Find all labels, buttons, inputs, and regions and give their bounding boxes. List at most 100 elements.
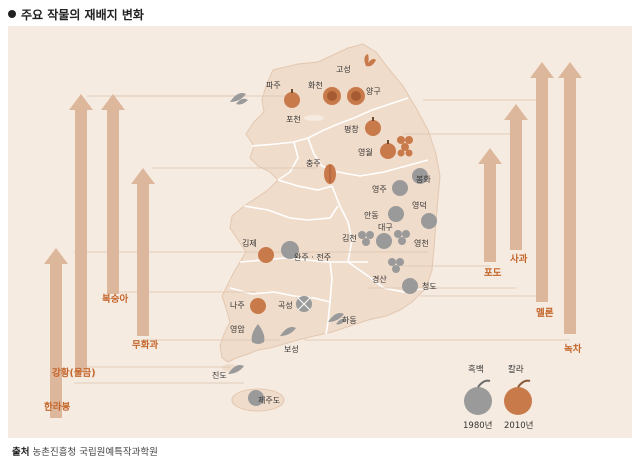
page-title: 주요 작물의 재배지 변화 — [8, 6, 144, 23]
province-borders — [229, 97, 429, 335]
arrow-turmeric — [69, 94, 93, 372]
place-yeongju: 영주 — [372, 184, 387, 194]
place-andong: 안동 — [364, 210, 379, 220]
place-jeju: 제주도 — [258, 396, 280, 405]
legend-2010-label: 2010년 — [504, 420, 533, 431]
place-yeongam: 영암 — [230, 324, 245, 334]
place-boseong: 보성 — [284, 345, 299, 354]
apple-icon — [365, 117, 381, 136]
tea-leaf-grey-icon — [228, 365, 244, 374]
peach-grey-icon — [281, 241, 299, 259]
crop-label-peach: 복숭아 — [102, 293, 128, 305]
border-chungnam — [243, 205, 339, 221]
arrow-grape — [478, 148, 502, 262]
tea-leaf-icons — [228, 54, 376, 374]
place-yanggu: 양구 — [366, 87, 381, 96]
north-lake — [304, 115, 324, 121]
place-pocheon: 포천 — [286, 114, 301, 124]
arrow-green-tea — [558, 62, 582, 334]
crop-icons-2010 — [250, 87, 532, 415]
grape-grey-icon — [358, 231, 374, 246]
place-bonghwa: 봉화 — [416, 175, 431, 184]
arrow-peach — [101, 94, 125, 294]
place-naju: 나주 — [230, 301, 245, 310]
crop-label-apple: 사과 — [510, 253, 528, 265]
place-yeongwol: 영월 — [358, 147, 373, 157]
grape-icon — [397, 136, 413, 157]
korea-landmass — [219, 43, 441, 412]
legend: 흑백 칼라 1980년 2010년 — [463, 364, 533, 431]
place-pyeongchang: 평창 — [344, 124, 359, 134]
korea-crop-map: 한라봉 강황(울금) 복숭아 무화과 포도 사과 멜론 녹차 — [44, 43, 582, 431]
legend-color-label: 칼라 — [508, 365, 524, 375]
crop-label-green-tea: 녹차 — [564, 343, 582, 355]
tea-leaf-grey-icon — [230, 93, 248, 105]
right-arrows — [478, 62, 582, 334]
place-labels: 고성 파주 화천 양구 포천 평창 영월 충주 영주 봉화 안동 영덕 대구 김… — [212, 65, 437, 405]
place-gimje: 김제 — [242, 238, 257, 248]
legend-1980-icon — [464, 379, 492, 415]
apple-grey-icon — [376, 233, 392, 249]
border-jeolla-south — [229, 287, 331, 303]
apple-grey-icon — [421, 213, 437, 229]
place-yeongdeok: 영덕 — [412, 200, 427, 210]
border-gyeonggi-gangwon — [251, 97, 409, 147]
melon-grey-icon — [296, 296, 312, 312]
peach-grey-icon — [402, 278, 418, 294]
place-gimcheon: 김천 — [342, 233, 357, 243]
source-text: 농촌진흥청 국립원예특작과학원 — [32, 447, 158, 458]
place-daegu: 대구 — [378, 223, 393, 232]
legend-bw-label: 흑백 — [468, 364, 484, 375]
source-note: 출처 농촌진흥청 국립원예특작과학원 — [12, 444, 158, 458]
apple-icon — [380, 140, 396, 159]
border-jeolla-gyeongsang — [325, 261, 333, 335]
hallabong-grey-icon — [248, 390, 264, 406]
legend-1980-label: 1980년 — [463, 420, 492, 431]
melon-icon — [324, 164, 336, 184]
border-gangwon-south — [307, 137, 429, 177]
legend-2010-icon — [504, 379, 532, 415]
peach-icon — [250, 298, 266, 314]
crop-label-melon: 멜론 — [536, 307, 554, 319]
tea-leaf-grey-icon — [280, 327, 296, 336]
title-text: 주요 작물의 재배지 변화 — [21, 8, 144, 22]
border-chungbuk-east — [331, 185, 353, 263]
arrow-hallabong — [44, 248, 68, 418]
place-hwacheon: 화천 — [308, 80, 323, 90]
arrow-apple — [504, 104, 528, 250]
fig-grey-icon — [251, 324, 265, 344]
crop-label-turmeric: 강황(울금) — [52, 367, 96, 379]
border-chungbuk-north — [277, 179, 333, 191]
place-gyeongsan: 경산 — [372, 274, 387, 284]
bullet-icon — [8, 10, 16, 18]
place-jindo: 진도 — [212, 370, 227, 380]
place-yeongcheon: 영천 — [414, 238, 429, 248]
crop-icons-1980 — [248, 168, 492, 415]
peach-icon — [258, 247, 274, 263]
grape-grey-icon — [388, 258, 404, 273]
place-hadong: 하동 — [342, 315, 357, 325]
crop-labels: 한라봉 강황(울금) 복숭아 무화과 포도 사과 멜론 녹차 — [44, 253, 582, 413]
tea-leaf-grey-icon — [328, 313, 346, 325]
pomegranate-icon — [323, 87, 341, 105]
place-goseong: 고성 — [336, 65, 351, 74]
mainland-shape — [219, 43, 441, 363]
tea-leaf-icon — [364, 54, 376, 67]
crop-label-grape: 포도 — [484, 268, 502, 279]
place-chungju: 충주 — [306, 159, 321, 168]
apple-grey-icon — [388, 206, 404, 222]
apple-grey-icon — [392, 180, 408, 196]
grape-grey-icon — [394, 230, 410, 245]
place-cheongdo: 청도 — [422, 282, 437, 291]
apple-icon — [284, 89, 300, 108]
place-gokseong: 곡성 — [278, 301, 293, 310]
arrow-fig — [131, 168, 155, 336]
map-panel: 한라봉 강황(울금) 복숭아 무화과 포도 사과 멜론 녹차 — [8, 26, 632, 438]
border-gyeonggi-south — [277, 141, 299, 181]
place-paju: 파주 — [266, 81, 281, 90]
source-label: 출처 — [12, 447, 30, 458]
left-arrows — [44, 94, 155, 418]
crop-label-fig: 무화과 — [132, 339, 158, 351]
pomegranate-icon — [347, 87, 365, 105]
place-wanju-jeonju: 완주 · 전주 — [294, 252, 331, 262]
